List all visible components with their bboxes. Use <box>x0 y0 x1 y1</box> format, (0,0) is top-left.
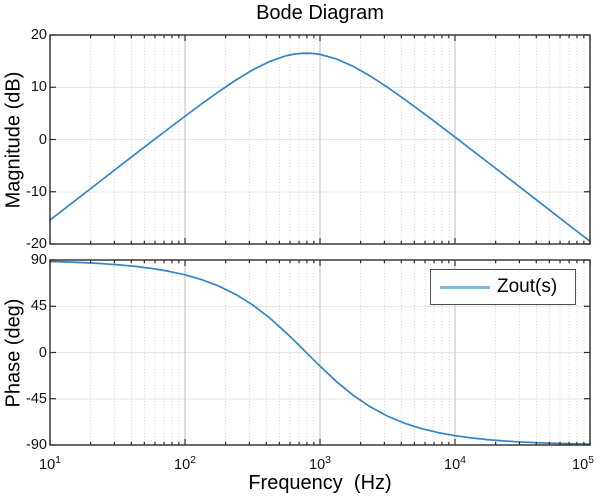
x-axis-label: Frequency (Hz) <box>248 472 392 494</box>
x-tick-label: 101 <box>39 454 61 473</box>
phase-y-tick-label: -90 <box>26 437 47 453</box>
x-tick-label: 103 <box>309 454 331 473</box>
phase-tick-marks <box>49 259 591 446</box>
magnitude-tick-marks <box>49 34 591 245</box>
x-tick-label: 104 <box>444 454 466 473</box>
magnitude-y-tick-label: -20 <box>26 236 47 252</box>
magnitude-y-tick-label: 0 <box>38 131 47 148</box>
magnitude-curve <box>49 52 591 243</box>
legend-label: Zout(s) <box>497 276 558 297</box>
chart-title: Bode Diagram <box>256 2 384 24</box>
magnitude-y-tick-label: 20 <box>30 27 47 43</box>
phase-curve <box>49 260 591 445</box>
magnitude-grid <box>50 34 590 245</box>
legend[interactable]: Zout(s) <box>430 269 576 305</box>
magnitude-y-tick-label: 10 <box>30 79 47 96</box>
legend-line-sample <box>440 285 490 289</box>
phase-y-tick-label: 45 <box>30 298 47 315</box>
x-tick-label: 105 <box>572 454 594 473</box>
phase-y-tick-label: 90 <box>30 252 47 268</box>
phase-y-tick-label: -45 <box>26 390 47 407</box>
x-tick-label: 102 <box>174 454 196 473</box>
phase-y-tick-label: 0 <box>38 344 47 361</box>
magnitude-y-tick-label: -10 <box>26 183 47 200</box>
